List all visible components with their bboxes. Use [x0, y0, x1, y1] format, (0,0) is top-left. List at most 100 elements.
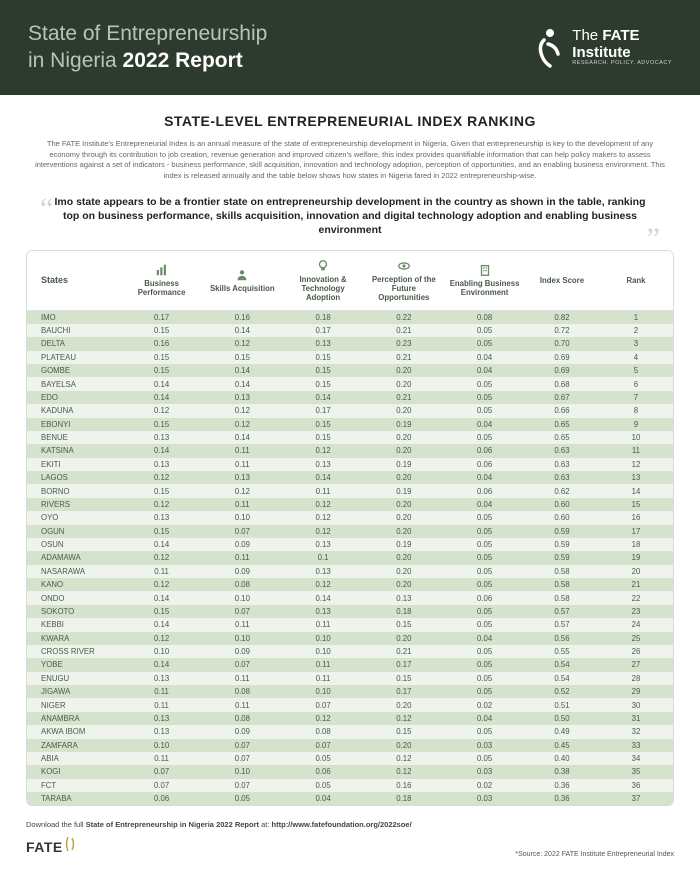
cell-pfo: 0.20 [363, 698, 444, 711]
cell-score: 0.55 [525, 645, 599, 658]
cell-state: GOMBE [27, 364, 121, 377]
cell-state: ADAMAWA [27, 551, 121, 564]
cell-ita: 0.14 [283, 471, 364, 484]
cell-sa: 0.07 [202, 525, 283, 538]
cell-ita: 0.11 [283, 672, 364, 685]
cell-bp: 0.13 [121, 712, 202, 725]
cell-bp: 0.11 [121, 752, 202, 765]
cell-ita: 0.18 [283, 310, 364, 324]
cell-pfo: 0.21 [363, 351, 444, 364]
cell-ebe: 0.04 [444, 364, 525, 377]
cell-state: LAGOS [27, 471, 121, 484]
table-row: LAGOS0.120.130.140.200.040.6313 [27, 471, 673, 484]
cell-bp: 0.10 [121, 739, 202, 752]
cell-state: RIVERS [27, 498, 121, 511]
cell-score: 0.52 [525, 685, 599, 698]
fate-institute-logo: The FATE Institute RESEARCH. POLICY. ADV… [528, 26, 672, 70]
cell-state: CROSS RIVER [27, 645, 121, 658]
cell-ita: 0.11 [283, 618, 364, 631]
cell-rank: 19 [599, 551, 673, 564]
cell-sa: 0.11 [202, 551, 283, 564]
table-row: BAUCHI0.150.140.170.210.050.722 [27, 324, 673, 337]
cell-bp: 0.11 [121, 698, 202, 711]
cell-sa: 0.09 [202, 538, 283, 551]
cell-sa: 0.10 [202, 765, 283, 778]
cell-ita: 0.12 [283, 498, 364, 511]
cell-state: YOBE [27, 658, 121, 671]
cell-bp: 0.15 [121, 418, 202, 431]
cell-pfo: 0.17 [363, 685, 444, 698]
cell-state: KWARA [27, 632, 121, 645]
fate-foundation-logo: FATE [26, 835, 412, 858]
quote-text: Imo state appears to be a frontier state… [54, 195, 646, 238]
cell-bp: 0.10 [121, 645, 202, 658]
content: STATE-LEVEL ENTREPRENEURIAL INDEX RANKIN… [0, 95, 700, 812]
cell-bp: 0.13 [121, 725, 202, 738]
cell-pfo: 0.20 [363, 525, 444, 538]
cell-state: JIGAWA [27, 685, 121, 698]
cell-sa: 0.12 [202, 484, 283, 497]
cell-score: 0.60 [525, 498, 599, 511]
cell-rank: 20 [599, 565, 673, 578]
cell-ita: 0.07 [283, 739, 364, 752]
title-line2b: 2022 Report [123, 49, 243, 72]
cell-state: ABIA [27, 752, 121, 765]
cell-state: PLATEAU [27, 351, 121, 364]
fate-logo-icon [528, 26, 564, 70]
cell-ita: 0.08 [283, 725, 364, 738]
cell-ebe: 0.05 [444, 337, 525, 350]
cell-ebe: 0.05 [444, 672, 525, 685]
cell-ebe: 0.05 [444, 605, 525, 618]
cell-sa: 0.16 [202, 310, 283, 324]
cell-state: DELTA [27, 337, 121, 350]
table-row: KANO0.120.080.120.200.050.5821 [27, 578, 673, 591]
cell-rank: 27 [599, 658, 673, 671]
cell-rank: 23 [599, 605, 673, 618]
cell-bp: 0.14 [121, 444, 202, 457]
cell-sa: 0.11 [202, 672, 283, 685]
cell-bp: 0.14 [121, 618, 202, 631]
cell-sa: 0.05 [202, 792, 283, 805]
cell-state: IMO [27, 310, 121, 324]
cell-bp: 0.13 [121, 431, 202, 444]
col-header-ebe: Enabling Business Environment [444, 251, 525, 311]
cell-score: 0.72 [525, 324, 599, 337]
cell-rank: 16 [599, 511, 673, 524]
footer-left: Download the full State of Entrepreneurs… [26, 820, 412, 858]
col-header-sa: Skills Acquisition [202, 251, 283, 311]
cell-state: OGUN [27, 525, 121, 538]
cell-pfo: 0.20 [363, 444, 444, 457]
cell-sa: 0.10 [202, 632, 283, 645]
cell-ebe: 0.04 [444, 351, 525, 364]
cell-rank: 21 [599, 578, 673, 591]
table-row: KOGI0.070.100.060.120.030.3835 [27, 765, 673, 778]
table-row: ENUGU0.130.110.110.150.050.5428 [27, 672, 673, 685]
cell-score: 0.65 [525, 431, 599, 444]
cell-pfo: 0.19 [363, 458, 444, 471]
cell-bp: 0.06 [121, 792, 202, 805]
cell-pfo: 0.15 [363, 618, 444, 631]
cell-state: BAUCHI [27, 324, 121, 337]
cell-rank: 4 [599, 351, 673, 364]
table-row: BAYELSA0.140.140.150.200.050.686 [27, 377, 673, 390]
cell-rank: 29 [599, 685, 673, 698]
table-row: RIVERS0.120.110.120.200.040.6015 [27, 498, 673, 511]
footer: Download the full State of Entrepreneurs… [0, 812, 700, 858]
cell-rank: 18 [599, 538, 673, 551]
cell-sa: 0.14 [202, 377, 283, 390]
cell-rank: 33 [599, 739, 673, 752]
table-row: DELTA0.160.120.130.230.050.703 [27, 337, 673, 350]
cell-state: FCT [27, 779, 121, 792]
cell-ita: 0.12 [283, 511, 364, 524]
cell-pfo: 0.20 [363, 471, 444, 484]
cell-pfo: 0.18 [363, 792, 444, 805]
cell-score: 0.68 [525, 377, 599, 390]
cell-state: KEBBI [27, 618, 121, 631]
col-header-ita: Innovation & Technology Adoption [283, 251, 364, 311]
cell-score: 0.69 [525, 364, 599, 377]
source-citation: *Source: 2022 FATE Institute Entrepreneu… [515, 851, 674, 858]
cell-ebe: 0.03 [444, 792, 525, 805]
cell-rank: 14 [599, 484, 673, 497]
cell-state: OYO [27, 511, 121, 524]
cell-pfo: 0.19 [363, 418, 444, 431]
